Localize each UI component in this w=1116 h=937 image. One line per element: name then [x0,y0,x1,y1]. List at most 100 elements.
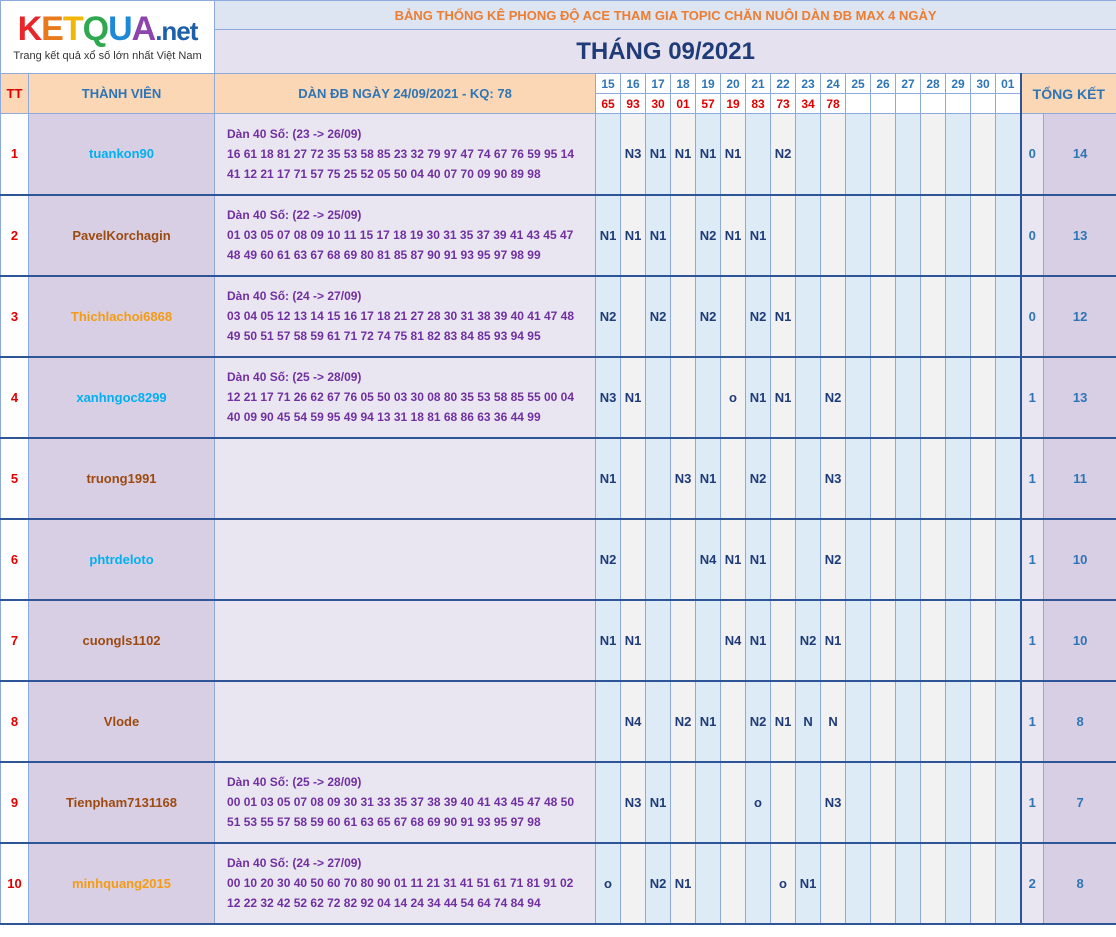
day-header: 01 [995,73,1022,94]
row-total: 11 [1043,437,1116,519]
header-member: THÀNH VIÊN [27,73,216,114]
day-cell [920,194,947,276]
day-cell [970,437,997,519]
dan-numbers: Dàn 40 Số: (25 -> 28/09) 12 21 17 71 26 6… [214,356,597,438]
table-row: 8 Vlode N4 N2 N1 N2 N1 N N 1 8 [0,680,1116,762]
day-header: 15 [595,73,622,94]
day-cell: N3 [620,761,647,843]
day-cell [920,680,947,762]
dan-line: 48 49 60 61 63 67 68 69 80 81 85 87 90 9… [227,248,541,262]
day-cell [645,680,672,762]
day-cell [920,761,947,843]
day-cell [870,599,897,681]
day-cell: N1 [745,194,772,276]
dan-numbers: Dàn 40 Số: (25 -> 28/09) 00 01 03 05 07 0… [214,761,597,843]
day-cell [920,518,947,600]
day-cell [770,761,797,843]
dan-line: Dàn 40 Số: (24 -> 27/09) [227,856,362,870]
header-total: TỔNG KẾT [1019,73,1116,114]
dan-numbers: Dàn 40 Số: (22 -> 25/09) 01 03 05 07 08 0… [214,194,597,276]
day-cell: N1 [645,113,672,195]
result-header [970,93,997,114]
row-count: 1 [1019,680,1045,762]
dan-numbers: Dàn 40 Số: (23 -> 26/09) 16 61 18 81 27 7… [214,113,597,195]
logo-tagline: Trang kết quả xổ số lớn nhất Việt Nam [13,50,202,62]
dan-line: Dàn 40 Số: (25 -> 28/09) [227,775,362,789]
dan-line: Dàn 40 Số: (25 -> 28/09) [227,370,362,384]
day-cell [995,194,1022,276]
logo: KETQUA.net Trang kết quả xổ số lớn nhất … [0,0,216,74]
day-cell [895,275,922,357]
day-cell [870,842,897,924]
day-cell [945,599,972,681]
dan-line: 49 50 51 57 58 59 61 71 72 74 75 81 82 8… [227,329,541,343]
day-header: 23 [795,73,822,94]
result-header [845,93,872,114]
day-cell [945,437,972,519]
day-cell [820,113,847,195]
row-number: 9 [0,761,29,843]
day-cell [595,680,622,762]
result-header [870,93,897,114]
dan-line: Dàn 40 Số: (24 -> 27/09) [227,289,362,303]
member-name: tuankon90 [27,113,216,195]
day-cell: N3 [820,437,847,519]
day-cell [770,194,797,276]
dan-numbers: Dàn 40 Số: (24 -> 27/09) 03 04 05 12 13 1… [214,275,597,357]
day-cell [670,599,697,681]
row-count: 1 [1019,437,1045,519]
day-cell: N1 [645,761,672,843]
row-number: 6 [0,518,29,600]
day-cell [595,113,622,195]
table-title: BẢNG THỐNG KÊ PHONG ĐỘ ACE THAM GIA TOPI… [214,0,1116,30]
result-header [945,93,972,114]
day-cell [845,356,872,438]
day-cell: N1 [645,194,672,276]
day-cell: N2 [645,842,672,924]
day-cell [995,761,1022,843]
day-header: 27 [895,73,922,94]
day-cell [920,437,947,519]
table-row: 1 tuankon90 Dàn 40 Số: (23 -> 26/09) 16 61 … [0,113,1116,195]
day-cell: N1 [595,437,622,519]
day-cell [720,275,747,357]
result-header: 83 [745,93,772,114]
row-count: 1 [1019,518,1045,600]
day-cell [895,113,922,195]
day-cell [995,113,1022,195]
day-cell [820,842,847,924]
day-cell: N1 [720,194,747,276]
dan-line: 12 21 17 71 26 62 67 76 05 50 03 30 08 8… [227,390,574,404]
row-number: 2 [0,194,29,276]
result-header: 65 [595,93,622,114]
result-header [995,93,1022,114]
day-cell [970,518,997,600]
day-cell [945,842,972,924]
day-cell [695,842,722,924]
day-cell [970,842,997,924]
day-cell [820,194,847,276]
member-name: truong1991 [27,437,216,519]
day-cell [795,194,822,276]
day-cell: N1 [720,518,747,600]
day-cell [870,275,897,357]
day-cell [920,842,947,924]
row-total: 14 [1043,113,1116,195]
day-cell [845,680,872,762]
day-cell [970,194,997,276]
day-cell [970,275,997,357]
day-cell [645,599,672,681]
result-header: 57 [695,93,722,114]
day-cell [870,194,897,276]
dan-numbers [214,518,597,600]
day-cell [795,437,822,519]
day-cell [795,761,822,843]
table-row: 9 Tienpham7131168 Dàn 40 Số: (25 -> 28/09)… [0,761,1116,843]
day-cell: N1 [595,599,622,681]
day-cell [895,356,922,438]
table-row: 7 cuongls1102 N1 N1 N4 N1 N2 N1 1 10 [0,599,1116,681]
day-header: 16 [620,73,647,94]
day-cell [945,761,972,843]
table-row: 4 xanhngoc8299 Dàn 40 Số: (25 -> 28/09) 12 … [0,356,1116,438]
result-header [920,93,947,114]
